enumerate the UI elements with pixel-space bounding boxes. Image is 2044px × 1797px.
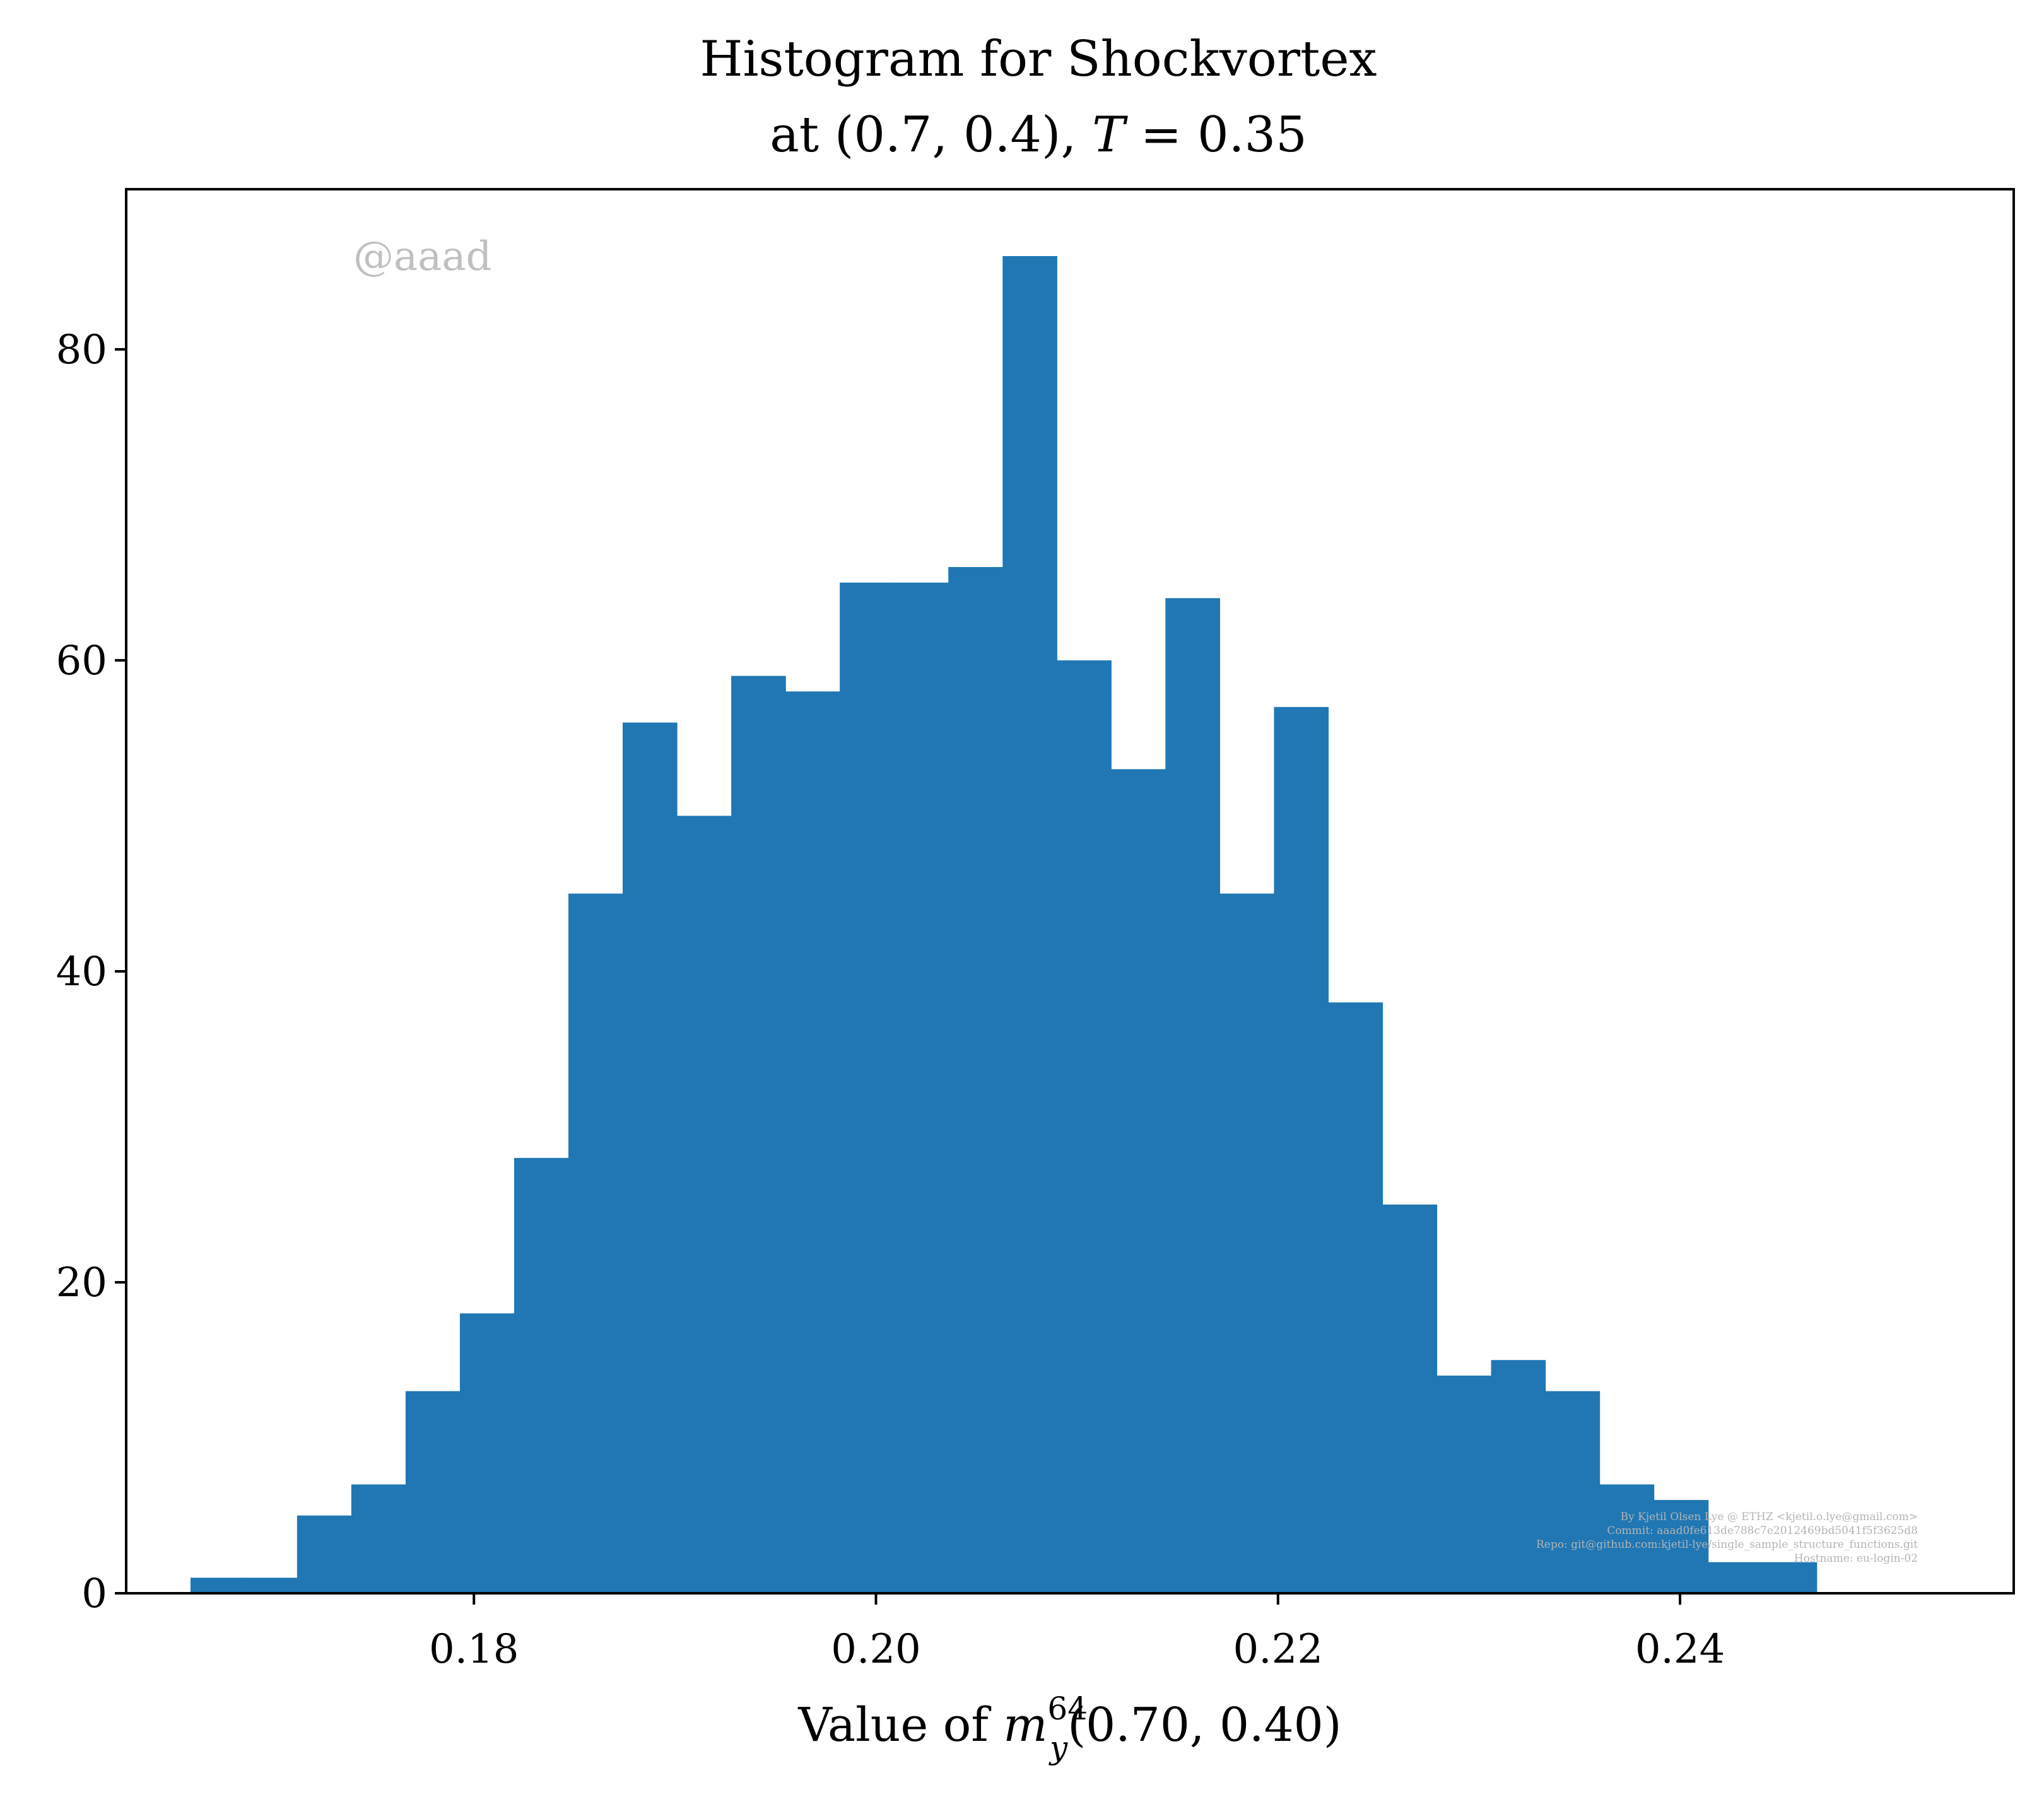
plot-frame xyxy=(125,188,2015,1595)
histogram-bar xyxy=(894,582,949,1593)
footer-line: Repo: git@github.com:kjetil-lye/single_s… xyxy=(1536,1538,1918,1551)
histogram-bar xyxy=(1002,256,1057,1593)
histogram-bar xyxy=(190,1577,245,1593)
chart-title-line1: Histogram for Shockvortex xyxy=(700,31,1377,88)
histogram-bar xyxy=(1328,1002,1383,1593)
y-tick-label: 60 xyxy=(56,638,107,684)
footer-line: Hostname: eu-login-02 xyxy=(1794,1552,1918,1565)
x-tick-label: 0.20 xyxy=(831,1626,921,1673)
histogram-bar xyxy=(1219,893,1275,1593)
histogram-bar xyxy=(840,582,895,1593)
x-axis-ticks: 0.18 0.20 0.22 0.24 xyxy=(429,1593,1725,1673)
histogram-bar xyxy=(1111,769,1166,1593)
footer-credits: By Kjetil Olsen Lye @ ETHZ <kjetil.o.lye… xyxy=(1536,1511,1918,1565)
histogram-bar xyxy=(1653,1500,1709,1593)
histogram-bar xyxy=(297,1515,352,1593)
histogram-bar xyxy=(731,676,786,1593)
x-tick-label: 0.22 xyxy=(1233,1626,1324,1673)
y-axis-ticks: 0 20 40 60 80 xyxy=(56,327,126,1617)
footer-line: Commit: aaad0fe613de788c7e2012469bd5041f… xyxy=(1607,1525,1918,1537)
histogram-bar xyxy=(785,691,840,1593)
title-line2-prefix: at (0.7, 0.4), xyxy=(770,107,1092,163)
title-line2-T: T xyxy=(1092,107,1128,163)
histogram-bars xyxy=(190,256,1818,1594)
histogram-bar xyxy=(351,1484,406,1593)
y-tick-label: 80 xyxy=(56,327,107,373)
histogram-bar xyxy=(1274,706,1329,1593)
y-tick-label: 40 xyxy=(56,949,107,995)
histogram-bar xyxy=(1762,1562,1818,1593)
histogram-bar xyxy=(1599,1484,1655,1593)
watermark-text: @aaad xyxy=(353,233,491,280)
chart-title-line2: at (0.7, 0.4), T = 0.35 xyxy=(770,107,1307,163)
footer-line: By Kjetil Olsen Lye @ ETHZ <kjetil.o.lye… xyxy=(1621,1511,1918,1523)
xlabel-prefix: Value of xyxy=(797,1698,1003,1752)
y-tick-label: 20 xyxy=(56,1260,107,1306)
histogram-bar xyxy=(1491,1360,1546,1593)
xlabel-sup: 64 xyxy=(1047,1690,1088,1727)
histogram-bar xyxy=(459,1313,515,1593)
histogram-bar xyxy=(1382,1204,1438,1593)
histogram-bar xyxy=(405,1391,461,1593)
x-axis-label: Value of m64 y(0.70, 0.40) xyxy=(797,1690,1341,1766)
histogram-bar xyxy=(1708,1562,1763,1593)
histogram-bar xyxy=(948,567,1003,1594)
x-tick-label: 0.18 xyxy=(429,1626,519,1673)
histogram-bar xyxy=(568,893,623,1593)
xlabel-m: m xyxy=(1003,1698,1047,1752)
histogram-bar xyxy=(1165,598,1220,1593)
title-line2-suffix: = 0.35 xyxy=(1125,107,1307,163)
histogram-bar xyxy=(623,722,678,1593)
histogram-bar xyxy=(1057,660,1112,1593)
histogram-bar xyxy=(1545,1391,1601,1593)
histogram-bar xyxy=(244,1577,298,1593)
xlabel-suffix: (0.70, 0.40) xyxy=(1067,1698,1341,1752)
xlabel-sub: y xyxy=(1048,1730,1068,1766)
histogram-bar xyxy=(514,1157,569,1593)
histogram-bar xyxy=(1436,1375,1492,1593)
y-tick-label: 0 xyxy=(81,1571,107,1617)
x-tick-label: 0.24 xyxy=(1635,1626,1725,1673)
histogram-bar xyxy=(677,816,732,1593)
